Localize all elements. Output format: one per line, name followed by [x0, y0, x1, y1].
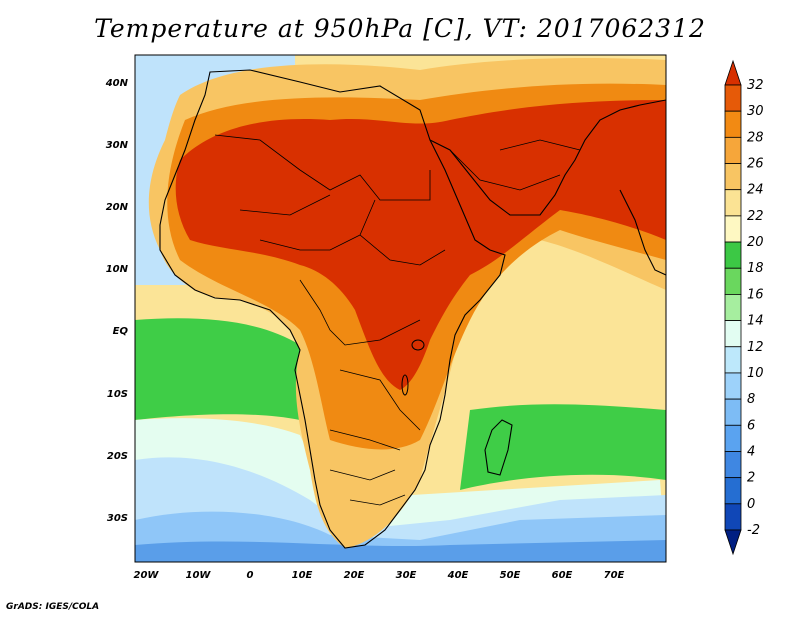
colorbar-label: 20: [747, 235, 764, 250]
lon-label: 10E: [292, 570, 313, 581]
madagascar-coastline: [484, 419, 513, 476]
lat-label: 20S: [107, 451, 128, 462]
colorbar-swatch: [724, 189, 742, 217]
colorbar-swatch: [724, 477, 742, 505]
colorbar-label: 28: [747, 130, 764, 145]
colorbar-swatch: [724, 294, 742, 321]
colorbar-swatch: [724, 267, 742, 295]
lon-label: 20W: [134, 570, 160, 581]
colorbar-swatch: [724, 110, 742, 138]
colorbar-swatch: [724, 215, 742, 243]
lon-label: 70E: [604, 570, 625, 581]
lat-label: EQ: [113, 326, 129, 337]
grads-credit: GrADS: IGES/COLA: [6, 602, 100, 612]
africa-coastline: [159, 69, 506, 549]
lat-label: 30N: [106, 140, 129, 151]
colorbar-swatch: [724, 398, 742, 426]
colorbar-label: 4: [747, 444, 755, 459]
colorbar-swatch: [724, 372, 742, 400]
colorbar-swatch: [724, 451, 742, 479]
lon-label: 30E: [396, 570, 417, 581]
colorbar-swatch: [724, 136, 742, 164]
colorbar-label: 8: [747, 392, 755, 407]
lon-label: 20E: [344, 570, 365, 581]
lat-label: 30S: [107, 513, 128, 524]
india-coastline: [619, 189, 666, 276]
lake-tanganyika: [401, 374, 409, 396]
colorbar-swatch: [724, 424, 742, 452]
country-borders: [214, 134, 581, 506]
longitude-labels: 20W 10W 0 10E 20E 30E 40E 50E 60E 70E: [134, 570, 625, 581]
lake-victoria: [411, 339, 425, 351]
colorbar-label: 22: [747, 209, 764, 224]
colorbar-swatch: [724, 84, 742, 112]
plot-frame: [134, 54, 667, 563]
chart-title: Temperature at 950hPa [C], VT: 201706231…: [94, 14, 706, 43]
colorbar-swatch: [724, 241, 742, 269]
colorbar-label: 30: [747, 104, 764, 119]
lat-label: 10S: [107, 389, 128, 400]
colorbar-label: 18: [747, 261, 764, 276]
map-field: [135, 55, 666, 562]
colorbar-label: 24: [747, 183, 764, 198]
colorbar-bottom-arrow: [724, 529, 742, 556]
land-hot-field: [175, 100, 666, 390]
colorbar-label: 14: [747, 314, 764, 329]
colorbar-label: 26: [747, 157, 764, 172]
colorbar-label: -2: [747, 523, 760, 538]
colorbar-label: 6: [747, 418, 755, 433]
lat-label: 20N: [106, 202, 129, 213]
lon-label: 40E: [447, 570, 469, 581]
colorbar-label: 16: [747, 287, 764, 302]
colorbar-swatch: [724, 163, 742, 191]
colorbar-label: 0: [747, 497, 755, 512]
lon-label: 10W: [186, 570, 212, 581]
colorbar-label: 32: [747, 78, 764, 93]
colorbar-top-arrow: [724, 59, 742, 86]
colorbar-swatch: [724, 346, 742, 374]
lon-label: 50E: [500, 570, 521, 581]
equatorial-green-band: [135, 318, 300, 420]
colorbar-label: 10: [747, 366, 764, 381]
colorbar-swatch: [724, 503, 742, 531]
arabia-coastline: [429, 99, 666, 216]
south-ocean-cold-field: [135, 540, 666, 562]
lat-label: 10N: [106, 264, 129, 275]
colorbar-label: 2: [747, 471, 755, 486]
lon-label: 0: [247, 570, 254, 581]
latitude-labels: 40N 30N 20N 10N EQ 10S 20S 30S: [105, 78, 129, 524]
lat-label: 40N: [105, 78, 129, 89]
colorbar-swatch: [724, 320, 742, 348]
colorbar-label: 12: [747, 340, 764, 355]
lon-label: 60E: [552, 570, 573, 581]
